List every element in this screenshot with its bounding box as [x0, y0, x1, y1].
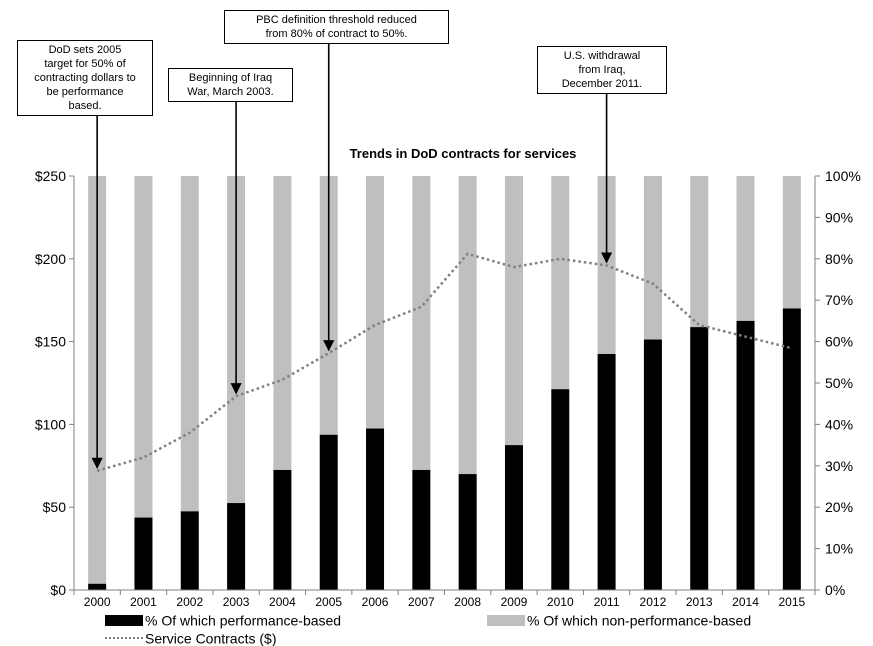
annotation-box-2005: PBC definition threshold reduced from 80…: [224, 10, 449, 44]
x-tick-label-2010: 2010: [547, 595, 574, 609]
bar-performance-2004: [273, 469, 292, 590]
bar-non-performance-2010: [551, 176, 570, 390]
bar-non-performance-2004: [273, 176, 292, 470]
right-tick-label: 0%: [825, 582, 845, 598]
right-tick-label: 10%: [825, 541, 853, 557]
legend-swatch-performance: [105, 614, 143, 626]
left-tick-label: $200: [35, 251, 66, 267]
right-tick-label: 60%: [825, 334, 853, 350]
annotation-arrows: [91, 44, 613, 469]
bar-performance-2014: [736, 320, 755, 590]
bar-performance-2003: [227, 503, 246, 590]
legend-swatch-service-contracts: [105, 637, 143, 640]
left-tick-label: $100: [35, 416, 66, 432]
x-tick-label-2002: 2002: [176, 595, 203, 609]
bar-performance-2011: [597, 354, 616, 590]
bar-performance-2010: [551, 389, 570, 590]
x-tick-label-2012: 2012: [640, 595, 667, 609]
right-tick-label: 50%: [825, 375, 853, 391]
bars-group: [88, 176, 801, 590]
bar-performance-2006: [366, 428, 385, 590]
right-tick-label: 30%: [825, 458, 853, 474]
x-tick-label-2004: 2004: [269, 595, 296, 609]
x-tick-label-2015: 2015: [778, 595, 805, 609]
left-tick-label: $50: [43, 499, 67, 515]
x-tick-label-2003: 2003: [223, 595, 250, 609]
bar-performance-2001: [134, 517, 153, 590]
right-tick-label: 90%: [825, 209, 853, 225]
x-tick-label-2007: 2007: [408, 595, 435, 609]
axes-group: 2000 2001 2002 2003 2004 2005 2006 2007 2008 2009…: [35, 168, 861, 609]
x-tick-label-2009: 2009: [501, 595, 528, 609]
bar-performance-2000: [88, 583, 107, 590]
bar-non-performance-2007: [412, 176, 431, 470]
left-tick-label: $150: [35, 334, 66, 350]
right-tick-label: 80%: [825, 251, 853, 267]
x-tick-label-2014: 2014: [732, 595, 759, 609]
bar-performance-2015: [782, 308, 801, 590]
line-service-contracts: [96, 252, 793, 472]
left-tick-label: $0: [50, 582, 66, 598]
legend-swatch-non-performance: [487, 614, 525, 626]
x-tick-label-2001: 2001: [130, 595, 157, 609]
right-tick-label: 100%: [825, 168, 861, 184]
line-group: [96, 252, 793, 472]
legend-item-service-contracts: Service Contracts ($): [105, 629, 276, 646]
right-tick-label: 40%: [825, 416, 853, 432]
bar-non-performance-2002: [180, 176, 199, 512]
annotation-box-2000: DoD sets 2005 target for 50% of contract…: [17, 40, 153, 116]
bar-performance-2013: [690, 327, 709, 590]
bar-performance-2002: [180, 511, 199, 590]
bar-non-performance-2006: [366, 176, 385, 429]
bar-non-performance-2013: [690, 176, 709, 328]
x-tick-label-2011: 2011: [594, 595, 620, 609]
x-tick-label-2000: 2000: [84, 595, 111, 609]
legend-label-non-performance: % Of which non-performance-based: [527, 612, 752, 629]
bar-performance-2009: [504, 445, 523, 590]
bar-performance-2007: [412, 469, 431, 590]
bar-performance-2005: [319, 434, 338, 590]
annotation-box-2011: U.S. withdrawal from Iraq, December 2011…: [537, 46, 667, 94]
bar-non-performance-2008: [458, 176, 477, 475]
legend-label-service-contracts: Service Contracts ($): [145, 630, 277, 646]
right-tick-label: 20%: [825, 499, 853, 515]
x-tick-label-2005: 2005: [315, 595, 342, 609]
legend-label-performance: % Of which performance-based: [145, 612, 342, 629]
chart-title: Trends in DoD contracts for services: [350, 146, 577, 161]
x-tick-label-2006: 2006: [362, 595, 389, 609]
bar-non-performance-2001: [134, 176, 153, 518]
bar-non-performance-2014: [736, 176, 755, 321]
bar-non-performance-2015: [782, 176, 801, 309]
x-tick-label-2008: 2008: [454, 595, 481, 609]
x-tick-label-2013: 2013: [686, 595, 713, 609]
bar-non-performance-2012: [643, 176, 662, 340]
bar-performance-2012: [643, 339, 662, 590]
right-tick-label: 70%: [825, 292, 853, 308]
bar-performance-2008: [458, 474, 477, 590]
left-tick-label: $250: [35, 168, 66, 184]
bar-non-performance-2009: [504, 176, 523, 446]
legend-item-performance: % Of which performance-based: [105, 611, 341, 628]
annotation-box-2003: Beginning of Iraq War, March 2003.: [168, 68, 293, 102]
legend-item-non-performance: % Of which non-performance-based: [487, 611, 751, 628]
